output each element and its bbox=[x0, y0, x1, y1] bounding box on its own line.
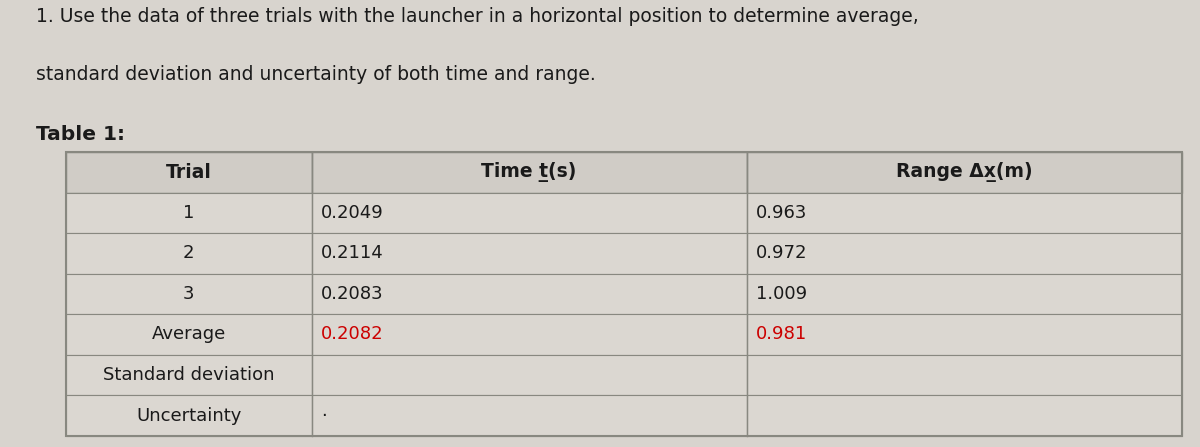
Bar bbox=[312, 314, 746, 355]
Text: 1. Use the data of three trials with the launcher in a horizontal position to de: 1. Use the data of three trials with the… bbox=[36, 7, 919, 26]
Text: 3: 3 bbox=[184, 285, 194, 303]
Text: 0.2082: 0.2082 bbox=[322, 325, 384, 343]
Bar bbox=[312, 355, 746, 395]
Bar bbox=[746, 152, 1182, 193]
Bar bbox=[746, 355, 1182, 395]
Bar bbox=[746, 395, 1182, 436]
Bar bbox=[312, 274, 746, 314]
Bar bbox=[66, 152, 1182, 436]
Text: standard deviation and uncertainty of both time and range.: standard deviation and uncertainty of bo… bbox=[36, 65, 595, 84]
Text: Table 1:: Table 1: bbox=[36, 125, 125, 144]
Text: 0.2049: 0.2049 bbox=[322, 204, 384, 222]
Text: Uncertainty: Uncertainty bbox=[136, 407, 241, 425]
Bar bbox=[746, 314, 1182, 355]
Bar bbox=[312, 193, 746, 233]
Text: Range Δx̲̲(m): Range Δx̲̲(m) bbox=[896, 162, 1033, 182]
Bar bbox=[66, 274, 312, 314]
Bar bbox=[312, 395, 746, 436]
Bar bbox=[746, 193, 1182, 233]
Text: 1: 1 bbox=[184, 204, 194, 222]
Text: Trial: Trial bbox=[166, 163, 211, 182]
Bar bbox=[66, 233, 312, 274]
Bar bbox=[312, 152, 746, 193]
Bar bbox=[312, 233, 746, 274]
Text: 0.2114: 0.2114 bbox=[322, 245, 384, 262]
Bar bbox=[66, 395, 312, 436]
Bar bbox=[746, 233, 1182, 274]
Text: Time t̲(s): Time t̲(s) bbox=[481, 162, 577, 182]
Text: ·: · bbox=[322, 407, 326, 425]
Text: Standard deviation: Standard deviation bbox=[103, 366, 275, 384]
Text: 0.963: 0.963 bbox=[756, 204, 808, 222]
Bar bbox=[66, 152, 312, 193]
Text: 1.009: 1.009 bbox=[756, 285, 808, 303]
Text: Average: Average bbox=[151, 325, 226, 343]
Text: 0.2083: 0.2083 bbox=[322, 285, 384, 303]
Text: 2: 2 bbox=[184, 245, 194, 262]
Bar bbox=[746, 274, 1182, 314]
Text: 0.981: 0.981 bbox=[756, 325, 808, 343]
Bar bbox=[66, 193, 312, 233]
Bar bbox=[66, 355, 312, 395]
Text: 0.972: 0.972 bbox=[756, 245, 808, 262]
Bar bbox=[66, 314, 312, 355]
